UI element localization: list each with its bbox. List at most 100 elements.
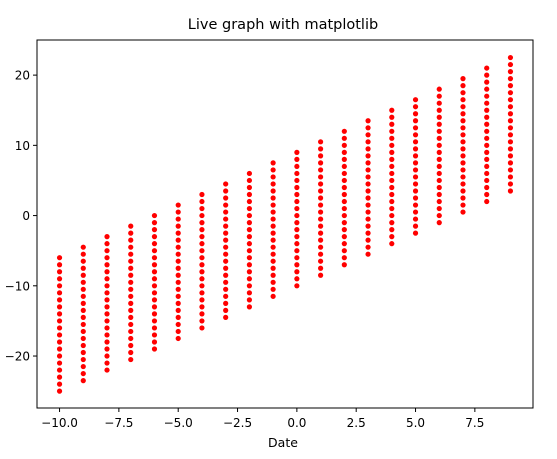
data-point <box>246 170 252 177</box>
data-point <box>56 381 63 387</box>
data-point <box>436 220 442 226</box>
data-point <box>365 195 371 201</box>
data-point <box>365 251 371 257</box>
data-point <box>151 269 158 275</box>
data-point <box>341 205 347 212</box>
data-point <box>56 297 63 303</box>
data-point <box>223 195 229 201</box>
data-point <box>175 223 181 229</box>
data-point <box>341 227 347 233</box>
data-point <box>365 125 371 131</box>
data-point <box>389 177 395 184</box>
data-point <box>341 255 347 261</box>
data-point <box>270 174 276 180</box>
data-point <box>199 212 205 219</box>
data-point <box>318 188 324 194</box>
data-point <box>175 272 181 278</box>
data-point <box>175 244 181 250</box>
data-point <box>318 160 324 166</box>
data-point <box>199 205 205 212</box>
data-point <box>318 153 324 159</box>
data-point <box>294 170 300 177</box>
data-point <box>389 170 395 177</box>
data-point <box>80 272 86 278</box>
data-point <box>80 279 86 285</box>
data-point <box>389 191 395 198</box>
data-point <box>223 216 229 222</box>
data-point <box>270 216 276 222</box>
data-point <box>104 262 110 268</box>
data-point <box>175 279 181 285</box>
data-point <box>484 86 490 92</box>
data-point <box>436 184 442 191</box>
data-point <box>246 262 252 268</box>
data-point <box>246 241 252 247</box>
data-point <box>80 314 86 320</box>
data-point <box>341 212 347 219</box>
data-point <box>365 181 371 187</box>
data-point <box>56 262 63 268</box>
data-point <box>507 160 514 166</box>
x-axis: −10.0 −7.5 −5.0 −2.5 0.0 2.5 5.0 7.5 <box>41 408 484 430</box>
data-point <box>128 230 134 236</box>
data-point <box>318 146 324 152</box>
data-point <box>223 237 229 243</box>
data-point <box>56 332 63 338</box>
data-point <box>412 132 419 138</box>
data-point <box>270 160 276 166</box>
data-point <box>318 237 324 243</box>
data-point <box>294 220 300 226</box>
data-point <box>128 335 134 342</box>
data-point <box>175 237 181 243</box>
data-point <box>223 286 229 292</box>
data-point <box>151 212 158 219</box>
data-point <box>507 139 514 145</box>
data-point <box>294 248 300 254</box>
data-point <box>80 335 86 342</box>
data-point <box>246 184 252 191</box>
data-point <box>246 283 252 289</box>
data-point <box>175 314 181 320</box>
data-point <box>175 307 181 313</box>
data-point <box>175 328 181 335</box>
data-point <box>56 269 63 275</box>
data-point <box>507 167 514 173</box>
data-point <box>199 297 205 303</box>
data-point <box>56 367 63 373</box>
data-point <box>56 311 63 317</box>
data-point <box>270 244 276 250</box>
x-tick-label: −7.5 <box>104 416 133 430</box>
data-point <box>484 128 490 134</box>
data-point <box>175 293 181 299</box>
data-point <box>175 251 181 257</box>
data-point <box>104 325 110 331</box>
data-point <box>507 83 514 89</box>
data-point <box>365 209 371 215</box>
data-point <box>128 307 134 313</box>
data-point <box>484 121 490 127</box>
data-point <box>460 76 466 82</box>
data-point <box>294 262 300 268</box>
data-point <box>104 234 110 240</box>
data-point <box>104 269 110 275</box>
data-point <box>484 191 490 198</box>
data-point <box>341 156 347 162</box>
data-point <box>175 286 181 292</box>
data-point <box>80 370 86 377</box>
data-point <box>436 93 442 99</box>
data-point <box>223 279 229 285</box>
data-point <box>294 205 300 212</box>
data-point <box>318 223 324 229</box>
data-point <box>175 216 181 222</box>
data-point <box>56 325 63 331</box>
data-point <box>270 223 276 229</box>
data-point <box>294 212 300 219</box>
chart-title: Live graph with matplotlib <box>188 17 378 33</box>
data-point <box>507 54 514 61</box>
data-point <box>151 234 158 240</box>
data-point <box>436 205 442 212</box>
data-point <box>104 304 110 310</box>
data-point <box>199 234 205 240</box>
data-point <box>412 181 419 187</box>
data-point <box>389 107 395 113</box>
